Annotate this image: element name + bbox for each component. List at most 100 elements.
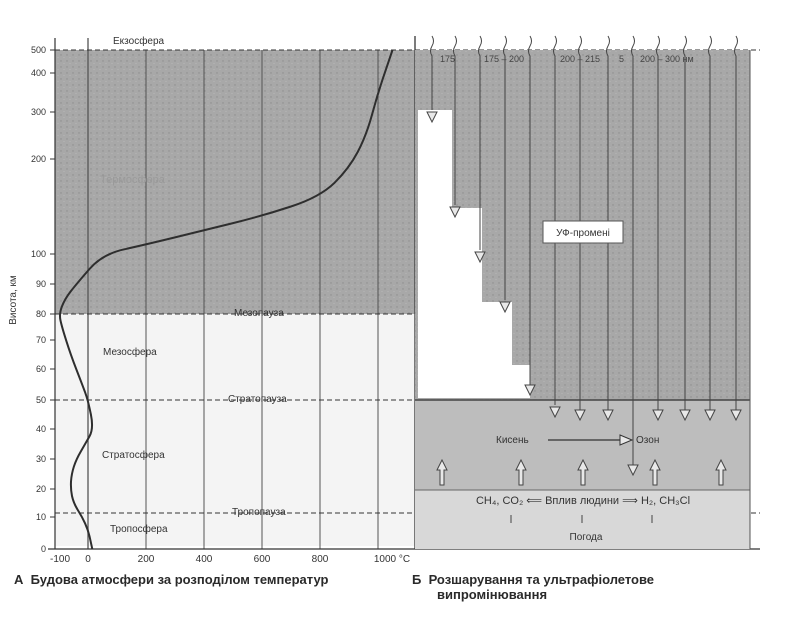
svg-text:300: 300 xyxy=(31,107,46,117)
caption-b-line1: Розшарування та ультрафіолетове xyxy=(428,572,655,587)
label-thermosphere: Термосфера xyxy=(100,174,166,186)
y-tick: 100 xyxy=(31,249,55,259)
caption-b-letter: Б xyxy=(412,572,422,587)
y-tick: 400 xyxy=(31,68,55,78)
y-tick: 500 xyxy=(31,45,55,55)
weather-label: Погода xyxy=(570,532,603,543)
wavelength-label: 200 – 300 нм xyxy=(640,54,694,64)
svg-text:40: 40 xyxy=(36,424,46,434)
arrow-down-icon xyxy=(426,111,438,124)
y-tick: 300 xyxy=(31,107,55,117)
y-tick: 90 xyxy=(36,279,55,289)
arrow-down-icon xyxy=(474,251,486,264)
y-tick: 80 xyxy=(36,309,55,319)
wavelength-label: 5 xyxy=(619,54,624,64)
arrow-down-icon xyxy=(679,409,691,422)
y-tick: 30 xyxy=(36,454,55,464)
label-troposphere: Тропосфера xyxy=(110,523,168,535)
uv-ray xyxy=(656,35,660,410)
svg-text:50: 50 xyxy=(36,395,46,405)
uv-ray xyxy=(478,35,482,250)
x-tick: -100 xyxy=(50,554,70,565)
oxygen-label: Кисень xyxy=(496,435,529,446)
y-tick: 60 xyxy=(36,364,55,374)
sources-label: CH₄, CO₂ ⟸ Вплив людини ⟹ H₂, CH₃Cl xyxy=(476,495,690,507)
arrow-down-icon xyxy=(704,409,716,422)
y-ticks: 0 10 20 30 40 50 60 70 80 90 100 200 300… xyxy=(31,45,55,554)
svg-text:200: 200 xyxy=(31,154,46,164)
panel-a-temperature: 0 10 20 30 40 50 60 70 80 90 100 200 300… xyxy=(8,35,760,565)
arrow-down-icon xyxy=(549,406,561,419)
uv-ray xyxy=(606,35,610,410)
arrow-down-icon xyxy=(602,409,614,422)
x-tick: 800 xyxy=(312,554,329,565)
uv-ray xyxy=(528,35,532,385)
svg-text:0: 0 xyxy=(41,544,46,554)
wavelength-label: 175 – 200 xyxy=(484,54,524,64)
y-tick: 20 xyxy=(36,484,55,494)
label-stratosphere: Стратосфера xyxy=(102,449,165,461)
arrow-down-icon xyxy=(449,206,461,219)
uv-ray xyxy=(578,35,582,410)
arrow-down-icon xyxy=(652,409,664,422)
svg-text:400: 400 xyxy=(31,68,46,78)
label-exosphere: Екзосфера xyxy=(113,35,165,47)
svg-text:20: 20 xyxy=(36,484,46,494)
uv-ray xyxy=(553,35,557,405)
uv-ray xyxy=(503,35,507,300)
label-tropopause: Тропопауза xyxy=(232,507,286,518)
wavelength-label: 175 xyxy=(440,54,455,64)
arrow-right-icon xyxy=(619,434,634,446)
label-stratopause: Стратопауза xyxy=(228,394,287,405)
x-tick: 400 xyxy=(196,554,213,565)
y-axis-label: Висота, км xyxy=(8,275,19,325)
arrow-up-icon xyxy=(515,458,527,486)
y-tick: 40 xyxy=(36,424,55,434)
uv-rays xyxy=(430,35,738,465)
caption-a: А Будова атмосфери за розподілом темпера… xyxy=(14,572,328,587)
svg-text:70: 70 xyxy=(36,335,46,345)
y-tick: 70 xyxy=(36,335,55,345)
label-mesosphere: Мезосфера xyxy=(103,346,157,358)
uv-clear-notch xyxy=(418,110,530,398)
arrow-down-icon xyxy=(524,384,536,397)
x-ticks: -100 0 200 400 600 800 1000 °C xyxy=(50,554,410,565)
svg-text:90: 90 xyxy=(36,279,46,289)
arrow-up-icon xyxy=(649,458,661,486)
y-tick: 10 xyxy=(36,512,55,522)
caption-a-text: Будова атмосфери за розподілом температу… xyxy=(30,572,329,587)
temperature-curve xyxy=(58,49,394,550)
y-tick: 50 xyxy=(36,395,55,405)
uv-label: УФ-промені xyxy=(556,228,610,239)
svg-text:80: 80 xyxy=(36,309,46,319)
uv-ray xyxy=(683,35,687,410)
svg-text:60: 60 xyxy=(36,364,46,374)
arrow-up-icon xyxy=(715,458,727,486)
arrow-down-icon xyxy=(574,409,586,422)
uv-ray xyxy=(708,35,712,410)
arrow-up-icon xyxy=(436,458,448,486)
uv-ray xyxy=(631,35,635,465)
x-tick: 0 xyxy=(85,554,91,565)
wavelength-label: 200 – 215 xyxy=(560,54,600,64)
stratosphere-band xyxy=(55,314,415,546)
x-tick: 200 xyxy=(138,554,155,565)
uv-label-box xyxy=(542,220,624,244)
svg-text:10: 10 xyxy=(36,512,46,522)
svg-text:500: 500 xyxy=(31,45,46,55)
caption-b: Б Розшарування та ультрафіолетове випром… xyxy=(412,572,654,602)
ozone-label: Озон xyxy=(636,435,659,446)
arrow-down-icon xyxy=(627,464,639,477)
y-tick: 0 xyxy=(41,544,55,554)
svg-text:100: 100 xyxy=(31,249,46,259)
panel-b-uv: 175 175 – 200 200 – 215 5 200 – 300 нм У… xyxy=(415,35,751,549)
y-tick: 200 xyxy=(31,154,55,164)
uv-ray xyxy=(430,35,434,110)
label-mesopause: Мезопауза xyxy=(234,308,284,319)
arrow-up-icon xyxy=(577,458,589,486)
caption-a-letter: А xyxy=(14,572,24,587)
uv-ray xyxy=(453,35,457,205)
x-tick: 600 xyxy=(254,554,271,565)
caption-b-line2: випромінювання xyxy=(437,587,548,602)
